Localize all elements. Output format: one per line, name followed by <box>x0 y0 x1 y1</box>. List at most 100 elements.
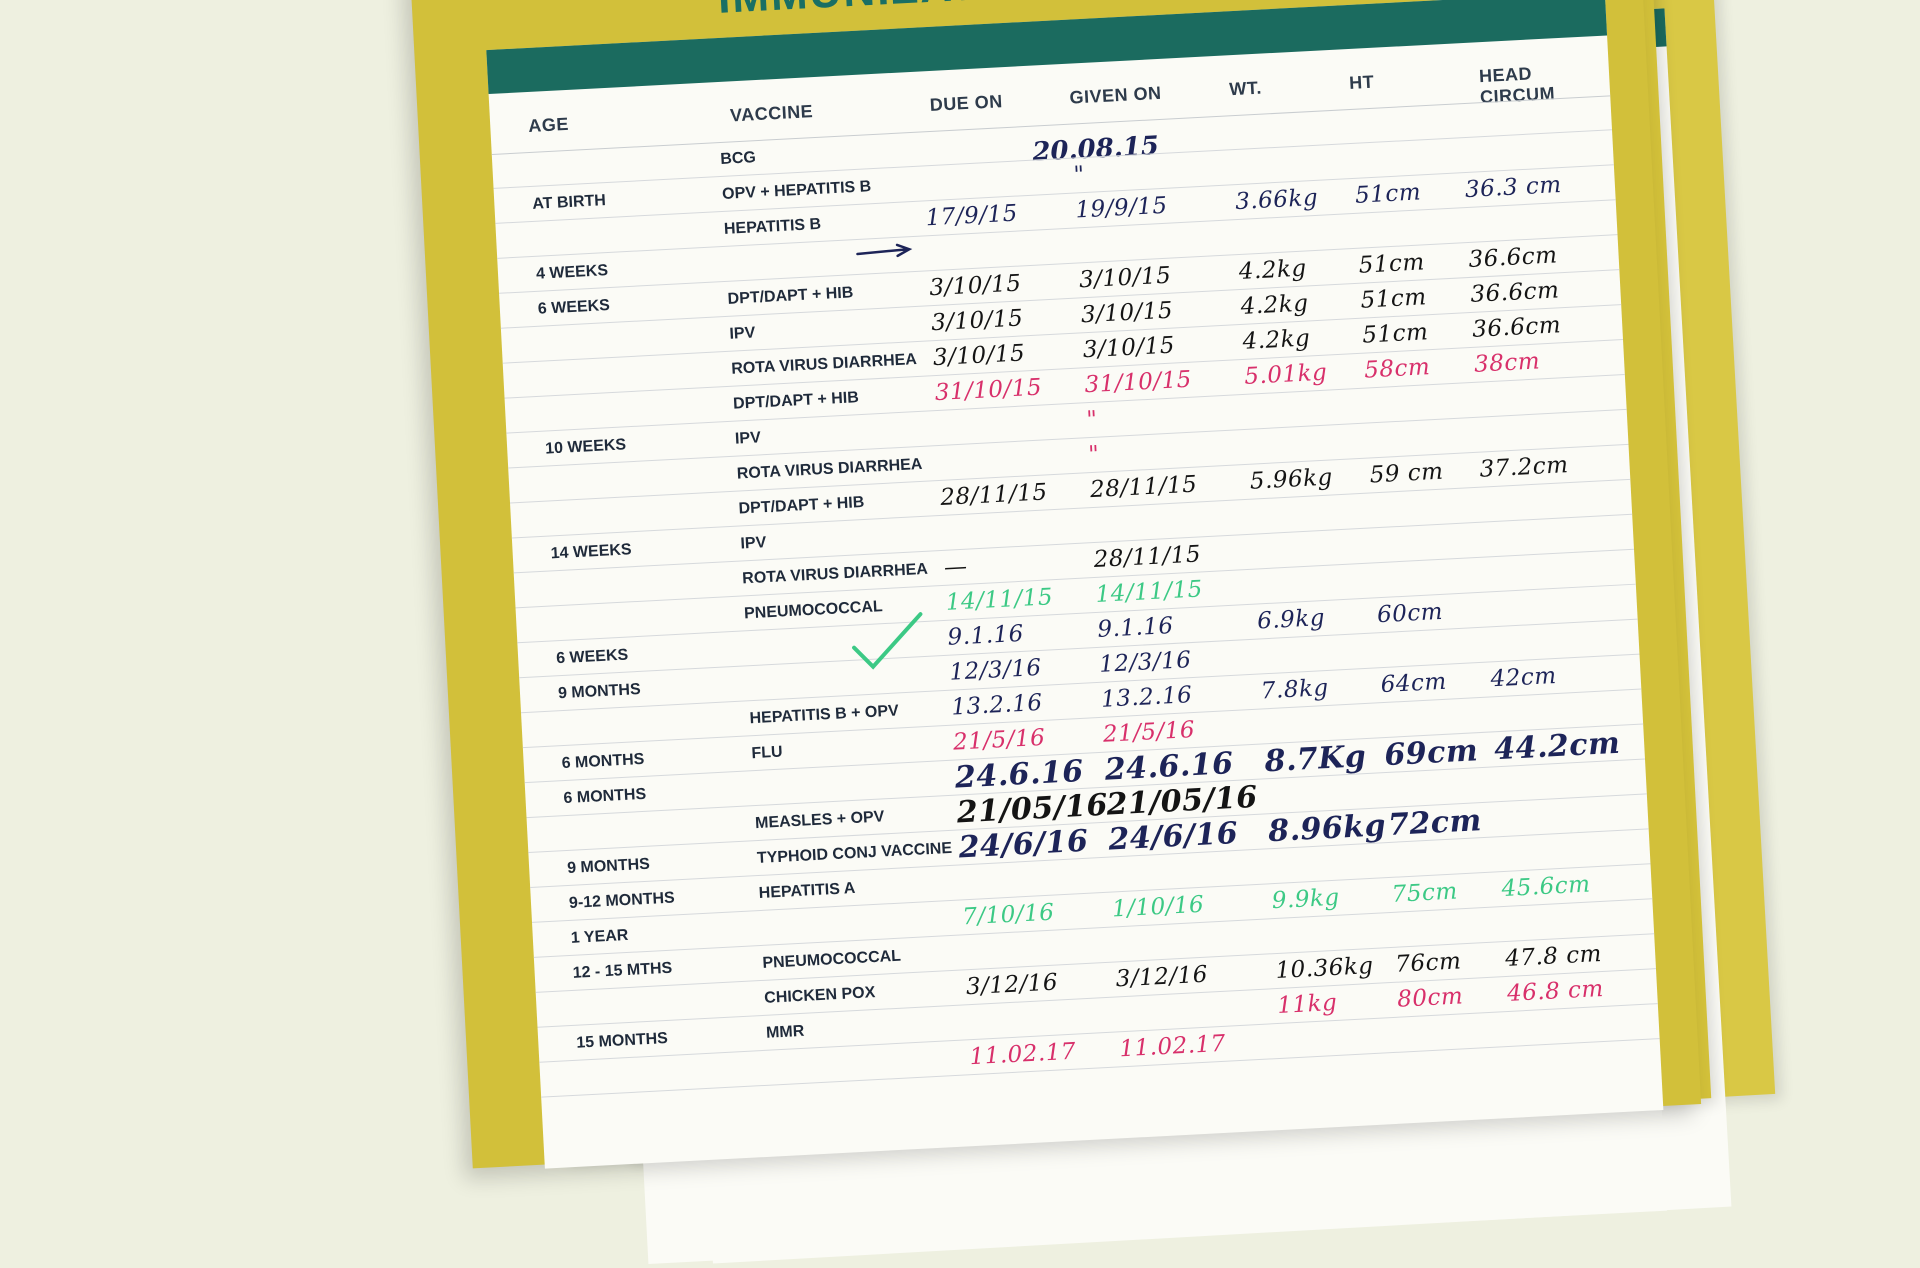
due-on-cell: 14/11/15 <box>945 584 1054 616</box>
head-circumference-cell: 38cm <box>1473 348 1541 378</box>
weight-cell: 3.66kg <box>1234 184 1319 216</box>
weight-cell: 5.96kg <box>1249 464 1334 495</box>
head-circumference-cell: 47.8 cm <box>1504 940 1603 973</box>
age-cell: 6 WEEKS <box>555 646 629 668</box>
vaccine-cell: IPV <box>729 324 756 343</box>
given-on-cell: 3/10/15 <box>1080 297 1174 329</box>
due-on-cell: 7/10/16 <box>961 899 1056 931</box>
schedule-rows: BCG AT BIRTH OPV + HEPATITIS B " HEPATITIS B… <box>491 95 1660 1098</box>
due-on-cell: 3/12/16 <box>965 969 1059 1001</box>
vaccine-cell: TYPHOID CONJ VACCINE <box>756 839 953 868</box>
age-cell: AT BIRTH <box>531 192 607 213</box>
weight-cell: 6.9kg <box>1256 605 1326 635</box>
weight-cell: 4.2kg <box>1241 325 1311 355</box>
head-circumference-cell: 36.6cm <box>1467 242 1559 273</box>
vaccine-cell: MMR <box>765 1022 805 1042</box>
age-cell: 15 MONTHS <box>575 1029 669 1052</box>
height-cell: 59 cm <box>1369 458 1445 489</box>
age-cell: 12 - 15 MTHS <box>572 959 673 982</box>
vaccine-cell: CHICKEN POX <box>763 984 876 1007</box>
due-on-cell: 31/10/15 <box>934 374 1043 407</box>
weight-cell: 4.2kg <box>1238 255 1308 286</box>
vaccine-cell: OPV + HEPATITIS B <box>721 178 872 203</box>
header-given-on: GIVEN ON <box>1069 82 1162 108</box>
given-on-cell: " <box>1087 441 1101 469</box>
height-cell: 60cm <box>1376 598 1444 629</box>
given-on-cell: 13.2.16 <box>1100 682 1193 713</box>
vaccine-cell: HEPATITIS B + OPV <box>749 702 900 728</box>
weight-cell: 10.36kg <box>1274 952 1375 985</box>
given-on-cell: 11.02.17 <box>1118 1030 1227 1063</box>
header-weight: WT. <box>1228 77 1263 100</box>
height-cell: 51cm <box>1354 179 1422 209</box>
given-on-cell: 3/10/15 <box>1078 262 1172 294</box>
head-circumference-cell: 36.3 cm <box>1464 172 1563 204</box>
schedule-table: AGE VACCINE DUE ON GIVEN ON WT. HT HEAD … <box>486 0 1664 1169</box>
weight-cell: 5.01kg <box>1243 359 1328 390</box>
given-on-cell: 28/11/15 <box>1089 471 1198 504</box>
weight-cell: 4.2kg <box>1240 290 1310 320</box>
height-cell: 51cm <box>1358 249 1426 279</box>
given-on-cell: 12/3/16 <box>1098 647 1193 678</box>
given-on-cell: 3/12/16 <box>1115 961 1209 993</box>
due-on-cell: — <box>943 553 969 581</box>
given-on-cell: 28/11/15 <box>1093 541 1202 574</box>
age-cell: 6 MONTHS <box>561 750 645 773</box>
vaccine-cell: BCG <box>719 149 757 169</box>
age-cell: 6 MONTHS <box>563 785 647 808</box>
given-on-cell: 21/5/16 <box>1102 716 1196 748</box>
given-on-cell: 3/10/15 <box>1082 332 1176 364</box>
due-on-cell: 17/9/15 <box>925 200 1019 232</box>
head-circumference-cell: 46.8 cm <box>1506 975 1605 1007</box>
head-circumference-cell: 37.2cm <box>1478 452 1570 483</box>
vaccine-cell: MEASLES + OPV <box>754 808 885 833</box>
height-cell: 76cm <box>1394 948 1462 978</box>
header-age: AGE <box>527 113 570 137</box>
vaccine-cell: PNEUMOCOCCAL <box>762 947 902 972</box>
vaccine-cell: IPV <box>740 534 767 553</box>
head-circumference-cell: 36.6cm <box>1471 312 1562 343</box>
height-cell: 69cm <box>1383 733 1480 774</box>
given-on-cell: 31/10/15 <box>1083 366 1193 399</box>
checkmark-icon <box>852 612 923 670</box>
head-circumference-cell: 36.6cm <box>1469 277 1560 308</box>
header-height: HT <box>1348 71 1375 93</box>
head-circumference-cell: 45.6cm <box>1500 871 1592 903</box>
weight-cell: 11kg <box>1276 989 1338 1020</box>
vaccine-cell: ROTA VIRUS DIARRHEA <box>730 351 918 378</box>
arrow-icon <box>856 243 913 258</box>
due-on-cell: 3/10/15 <box>928 270 1023 302</box>
vaccine-cell: FLU <box>751 743 783 763</box>
vaccine-cell: HEPATITIS A <box>758 879 856 902</box>
height-cell: 51cm <box>1361 319 1430 349</box>
age-cell: 10 WEEKS <box>544 436 627 458</box>
weight-cell: 8.7Kg <box>1263 739 1368 780</box>
height-cell: 75cm <box>1391 878 1459 908</box>
given-on-cell: 1/10/16 <box>1111 891 1205 923</box>
given-on-cell: 9.1.16 <box>1096 612 1175 643</box>
header-vaccine: VACCINE <box>729 101 814 126</box>
height-cell: 64cm <box>1380 668 1448 699</box>
height-cell: 80cm <box>1396 983 1464 1013</box>
vaccine-cell: HEPATITIS B <box>723 215 822 238</box>
vaccine-cell: DPT/DAPT + HIB <box>738 493 865 518</box>
vaccine-cell: DPT/DAPT + HIB <box>727 284 854 308</box>
height-cell: 72cm <box>1387 803 1483 843</box>
given-on-cell: 14/11/15 <box>1094 576 1204 608</box>
vaccine-cell: ROTA VIRUS DIARRHEA <box>736 455 923 483</box>
header-due-on: DUE ON <box>929 91 1004 115</box>
age-cell: 9 MONTHS <box>557 680 642 703</box>
age-cell: 1 YEAR <box>570 926 629 947</box>
age-cell: 9-12 MONTHS <box>568 889 676 912</box>
given-on-cell: " <box>1072 161 1086 189</box>
vaccine-cell: IPV <box>734 429 762 448</box>
height-cell: 58cm <box>1363 354 1431 384</box>
given-on-cell: " <box>1085 406 1099 434</box>
vaccine-cell: ROTA VIRUS DIARRHEA <box>741 560 929 588</box>
due-on-cell: 9.1.16 <box>947 620 1025 651</box>
given-on-cell: 19/9/15 <box>1074 192 1169 224</box>
due-on-cell: 21/5/16 <box>952 724 1046 756</box>
due-on-cell: 12/3/16 <box>948 654 1043 686</box>
vaccine-cell: DPT/DAPT + HIB <box>732 389 860 413</box>
due-on-cell: 11.02.17 <box>968 1038 1077 1071</box>
